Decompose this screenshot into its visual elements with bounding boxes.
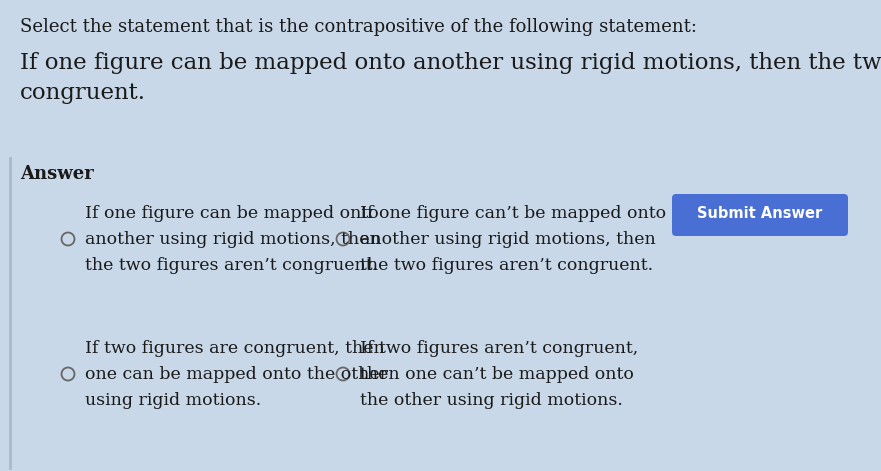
- Text: If two figures aren’t congruent,: If two figures aren’t congruent,: [360, 340, 638, 357]
- Text: the other using rigid motions.: the other using rigid motions.: [360, 392, 623, 409]
- Text: using rigid motions.: using rigid motions.: [85, 392, 262, 409]
- Text: Select the statement that is the contrapositive of the following statement:: Select the statement that is the contrap…: [20, 18, 697, 36]
- Text: If one figure can be mapped onto: If one figure can be mapped onto: [85, 205, 379, 222]
- Text: congruent.: congruent.: [20, 82, 146, 104]
- Text: another using rigid motions, then: another using rigid motions, then: [360, 231, 655, 248]
- Text: If one figure can be mapped onto another using rigid motions, then the two figur: If one figure can be mapped onto another…: [20, 52, 881, 74]
- FancyBboxPatch shape: [672, 194, 848, 236]
- Text: the two figures aren’t congruent.: the two figures aren’t congruent.: [85, 257, 378, 274]
- Text: the two figures aren’t congruent.: the two figures aren’t congruent.: [360, 257, 653, 274]
- Text: then one can’t be mapped onto: then one can’t be mapped onto: [360, 366, 633, 383]
- Text: Submit Answer: Submit Answer: [698, 206, 823, 221]
- Text: one can be mapped onto the other: one can be mapped onto the other: [85, 366, 388, 383]
- Text: Answer: Answer: [20, 165, 93, 183]
- Text: If two figures are congruent, then: If two figures are congruent, then: [85, 340, 385, 357]
- Text: If one figure can’t be mapped onto: If one figure can’t be mapped onto: [360, 205, 666, 222]
- Text: another using rigid motions, then: another using rigid motions, then: [85, 231, 381, 248]
